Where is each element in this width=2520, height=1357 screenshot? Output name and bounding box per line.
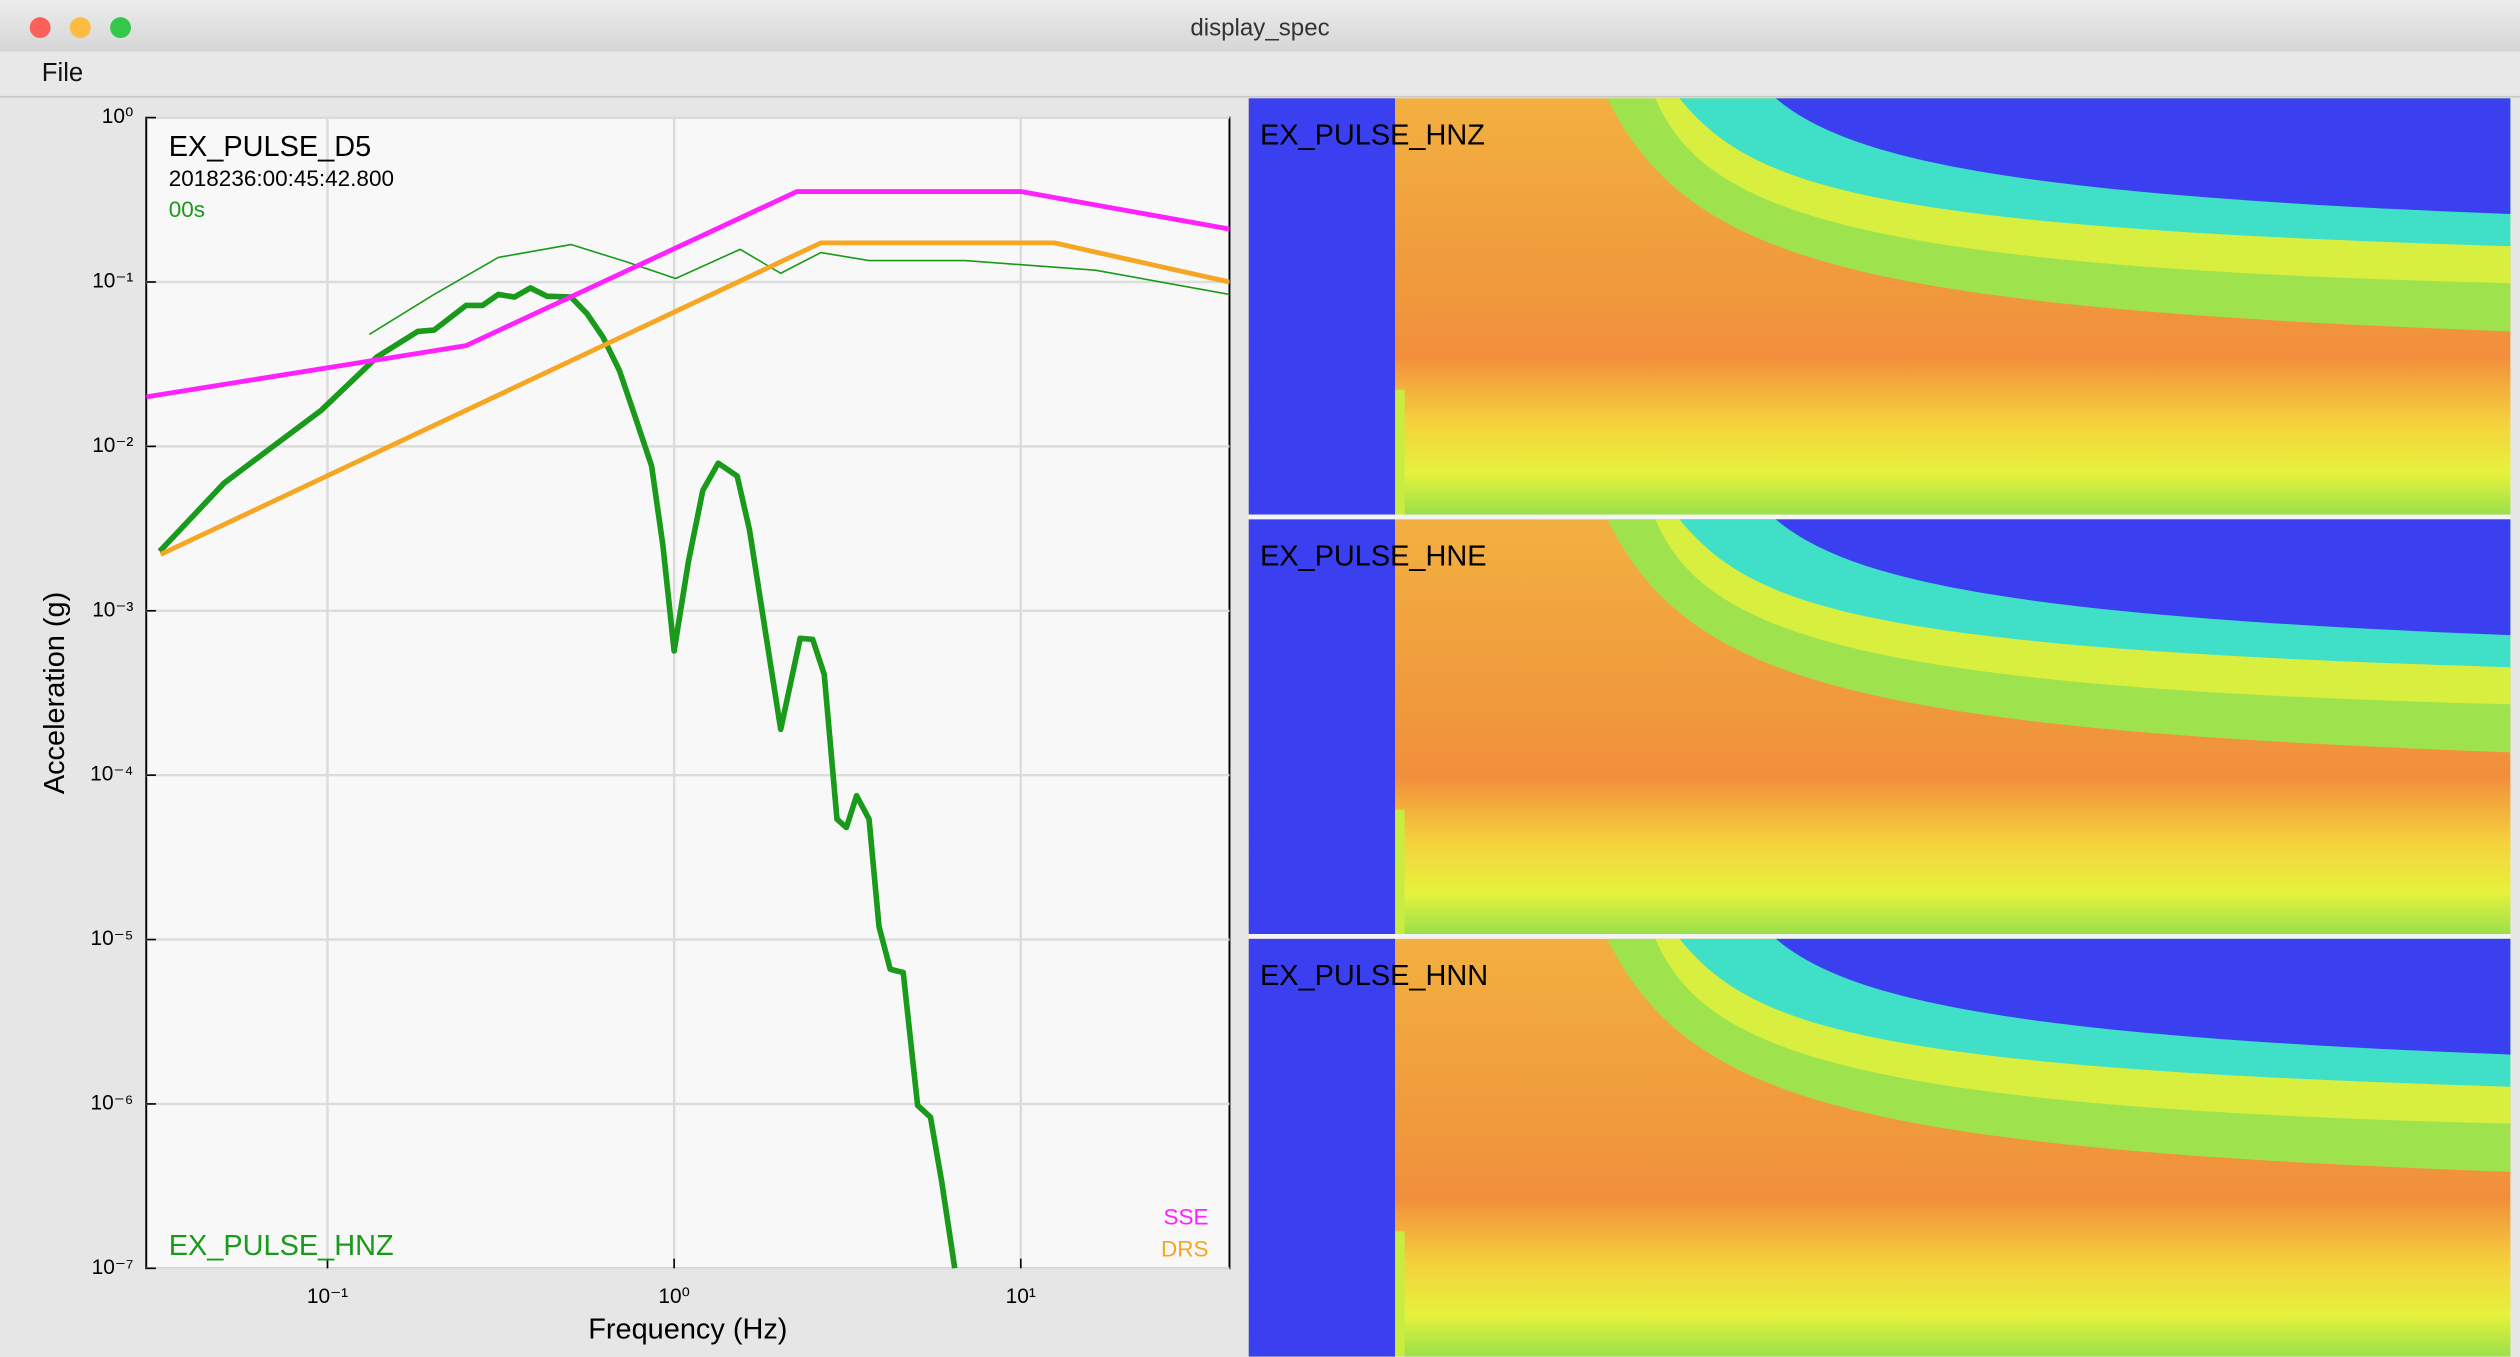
low-frequency-band [1249, 939, 1395, 1357]
spectrogram-label: EX_PULSE_HNE [1260, 541, 1487, 573]
y-tick-label: 10⁻³ [92, 598, 133, 621]
low-frequency-band [1249, 519, 1395, 934]
legend-entry: EX_PULSE_HNZ [169, 1230, 394, 1262]
low-frequency-band [1249, 98, 1395, 514]
x-tick-label: 10⁻¹ [307, 1285, 348, 1308]
y-tick-label: 10⁻⁵ [90, 927, 133, 950]
minimize-button[interactable] [70, 17, 91, 38]
spectrogram-panel: EX_PULSE_HNN [1249, 939, 2511, 1357]
edge-band [1395, 1231, 1405, 1356]
y-tick-label: 10⁻⁷ [92, 1256, 134, 1279]
y-axis-label: Acceleration (g) [39, 592, 71, 794]
app-window: display_spec File 10⁰ 10⁻¹ 10⁻² 10⁻³ 10⁻⁴ 10⁻… [0, 0, 2520, 1357]
timestamp: 2018236:00:45:42.800 [169, 166, 394, 191]
chart-title: EX_PULSE_D5 [169, 131, 371, 163]
y-tick-label: 10⁻² [92, 434, 133, 457]
spectrogram-panel: EX_PULSE_HNZ [1249, 98, 2511, 519]
panel-divider [1249, 934, 2511, 939]
edge-band [1395, 390, 1405, 515]
spectrogram-label: EX_PULSE_HNN [1260, 960, 1488, 992]
panel-divider [1249, 515, 2511, 520]
close-button[interactable] [30, 17, 51, 38]
y-tick-label: 10⁻⁶ [91, 1091, 134, 1114]
y-tick-label: 10⁰ [102, 105, 134, 128]
x-tick-label: 10¹ [1006, 1285, 1036, 1308]
menu-item[interactable]: File [42, 59, 83, 87]
spectrogram-panel: EX_PULSE_HNE [1249, 519, 2511, 938]
window-title: display_spec [1190, 15, 1329, 42]
spectrogram-label: EX_PULSE_HNZ [1260, 120, 1485, 152]
zoom-button[interactable] [110, 17, 131, 38]
legend-entry: DRS [1161, 1237, 1209, 1262]
plot-area [146, 118, 1229, 1269]
y-tick-label: 10⁻⁴ [90, 763, 133, 786]
menu-bar [0, 52, 2520, 97]
subtitle: 00s [169, 197, 205, 222]
x-axis-label: Frequency (Hz) [588, 1314, 787, 1346]
legend-entry: SSE [1164, 1204, 1209, 1229]
x-tick-label: 10⁰ [658, 1285, 690, 1308]
y-tick-label: 10⁻¹ [92, 270, 133, 293]
edge-band [1395, 810, 1405, 934]
